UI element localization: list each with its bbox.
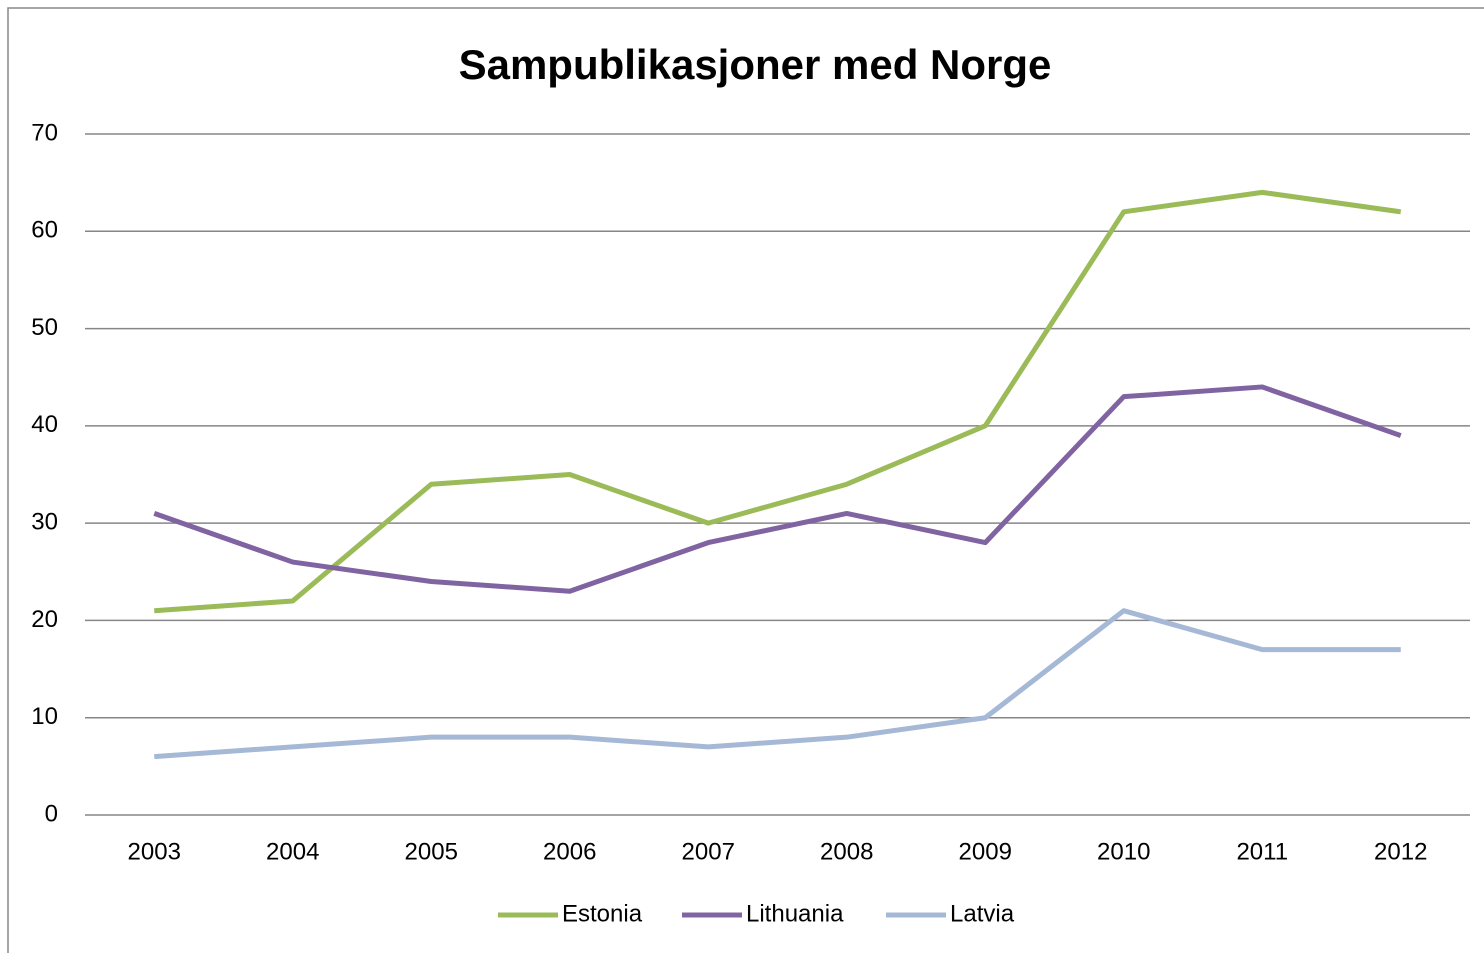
legend-label: Lithuania [746, 900, 844, 927]
x-tick-label: 2005 [405, 838, 458, 865]
legend-label: Estonia [562, 900, 643, 927]
line-series [153, 384, 1402, 594]
x-tick-label: 2011 [1236, 838, 1288, 865]
y-tick-label: 0 [45, 800, 58, 827]
line-series [154, 608, 1401, 760]
line-series [154, 189, 1402, 614]
chart-title: Sampublikasjoner med Norge [459, 41, 1052, 88]
y-tick-label: 50 [31, 314, 58, 341]
x-tick-label: 2006 [543, 838, 596, 865]
y-tick-label: 60 [31, 217, 58, 244]
x-tick-label: 2004 [266, 838, 319, 865]
x-tick-label: 2012 [1374, 838, 1427, 865]
y-tick-label: 10 [31, 703, 58, 730]
x-tick-label: 2009 [959, 838, 1012, 865]
x-tick-label: 2003 [128, 838, 181, 865]
y-tick-label: 70 [31, 119, 58, 146]
x-tick-label: 2008 [820, 838, 873, 865]
y-tick-label: 20 [31, 606, 58, 633]
x-tick-label: 2010 [1097, 838, 1150, 865]
x-tick-label: 2007 [682, 838, 735, 865]
y-tick-label: 40 [31, 411, 58, 438]
legend-label: Latvia [950, 900, 1015, 927]
y-tick-label: 30 [31, 508, 58, 535]
chart-border [7, 7, 1484, 953]
